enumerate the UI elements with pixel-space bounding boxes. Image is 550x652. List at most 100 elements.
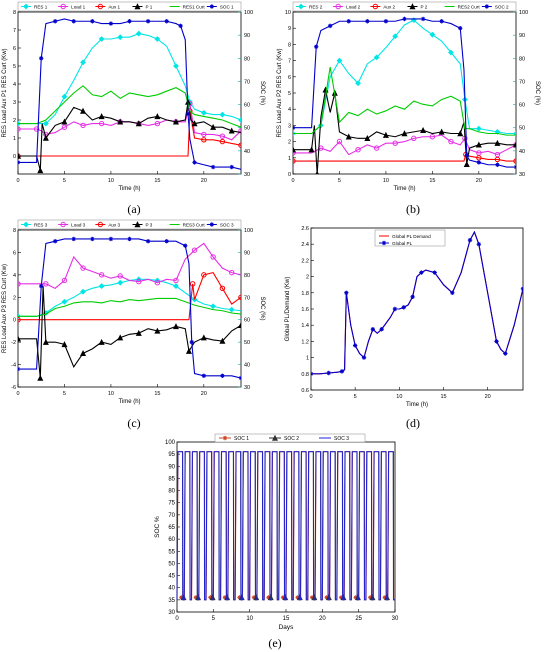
data-point	[476, 242, 482, 247]
x-tick-label: 15	[429, 178, 435, 184]
data-point	[98, 338, 105, 345]
y-tick-label: 1.2	[301, 339, 309, 345]
legend-entry: Global PL	[392, 241, 413, 246]
legend-entry: SOC 1	[220, 5, 234, 10]
y-tick-label: 0.6	[301, 388, 309, 394]
y-tick-label: 90	[168, 464, 175, 470]
data-point	[309, 595, 315, 600]
data-point	[61, 93, 68, 100]
panel-label-d: (d)	[406, 416, 420, 430]
data-point	[173, 63, 179, 69]
data-point	[494, 339, 499, 344]
data-point	[229, 269, 235, 276]
y-tick-label: 2	[306, 275, 309, 281]
y2-tick-label: 60	[519, 103, 525, 109]
data-point	[189, 281, 196, 287]
series-line-p-3	[18, 286, 241, 379]
y-tick-label: 60	[168, 537, 175, 543]
data-point	[314, 44, 319, 49]
data-point	[179, 595, 184, 600]
y-tick-label: 40	[168, 586, 175, 592]
legend-entry: Aux 2	[383, 5, 395, 10]
y-axis-label: SOC %	[154, 516, 161, 538]
legend	[17, 1, 242, 12]
x-tick-label: 10	[108, 178, 114, 184]
y2-tick-label: 70	[519, 79, 525, 85]
data-point	[164, 19, 169, 24]
data-point	[439, 19, 444, 24]
data-point	[117, 34, 124, 41]
y2-tick-label: 40	[244, 363, 250, 369]
data-point	[90, 19, 95, 24]
x-tick-label: 5	[63, 178, 66, 184]
y-tick-label: 2	[288, 140, 291, 146]
data-point	[127, 19, 132, 24]
x-tick-label: 25	[355, 616, 362, 622]
data-point	[219, 337, 226, 344]
legend-marker	[381, 240, 387, 246]
data-point	[392, 33, 399, 40]
legend-entry: Load 3	[71, 223, 85, 228]
x-tick-label: 10	[383, 178, 389, 184]
data-point	[201, 272, 207, 278]
data-point	[448, 49, 454, 56]
x-tick-label: 0	[16, 178, 19, 184]
data-point	[229, 164, 234, 170]
data-point	[210, 303, 217, 310]
data-point	[458, 26, 463, 31]
series-line-aux-2	[293, 153, 516, 162]
panel-label-e: (e)	[268, 636, 282, 650]
data-point	[336, 57, 343, 64]
data-point	[52, 239, 58, 244]
data-point	[42, 120, 49, 127]
series-line-soc-1	[18, 18, 241, 170]
y2-tick-label: 80	[519, 56, 525, 62]
legend-entry: RES3 Curt	[183, 223, 206, 228]
data-point	[201, 131, 207, 138]
x-tick-label: 0	[175, 616, 179, 622]
y-tick-label: 35	[168, 598, 175, 604]
legend-entry: P 3	[146, 223, 153, 228]
data-point	[432, 270, 437, 275]
data-point	[238, 294, 241, 300]
legend	[374, 229, 446, 247]
data-point	[39, 283, 44, 289]
y2-tick-label: 50	[519, 126, 525, 132]
data-point	[361, 355, 367, 360]
data-point	[448, 138, 454, 145]
data-point	[189, 339, 194, 345]
legend-marker	[97, 3, 104, 10]
data-point	[154, 327, 161, 334]
x-tick-label: 15	[154, 391, 160, 397]
y-tick-label: 0	[13, 318, 16, 324]
y-tick-label: -4	[11, 363, 16, 369]
legend-marker	[97, 221, 104, 228]
y-tick-label: 95	[168, 452, 175, 458]
data-point	[145, 239, 151, 244]
y2-tick-label: 100	[244, 10, 253, 16]
data-point	[42, 134, 49, 141]
legend-marker	[60, 3, 66, 10]
data-point	[373, 54, 380, 61]
legend-entry: Load 1	[71, 5, 85, 10]
legend-marker	[209, 4, 215, 9]
panel-label-c: (c)	[127, 416, 141, 430]
data-point	[476, 160, 482, 165]
series-line-soc-3	[176, 451, 395, 601]
data-point	[192, 160, 197, 165]
y-tick-label: 70	[168, 513, 175, 519]
data-point	[18, 317, 21, 323]
x-axis-label: Time (h)	[118, 399, 140, 405]
data-point	[339, 595, 344, 600]
legend-entry: Aux 3	[108, 223, 120, 228]
data-point	[476, 155, 482, 161]
y-tick-label: 2.2	[301, 258, 309, 264]
data-point	[98, 283, 105, 289]
data-point	[326, 370, 331, 376]
legend-entry: P 2	[421, 5, 428, 10]
x-tick-label: 5	[212, 616, 216, 622]
y2-tick-label: 80	[244, 56, 250, 62]
x-axis-label: Time (h)	[393, 186, 415, 192]
data-point	[411, 135, 417, 142]
data-point	[191, 247, 198, 253]
